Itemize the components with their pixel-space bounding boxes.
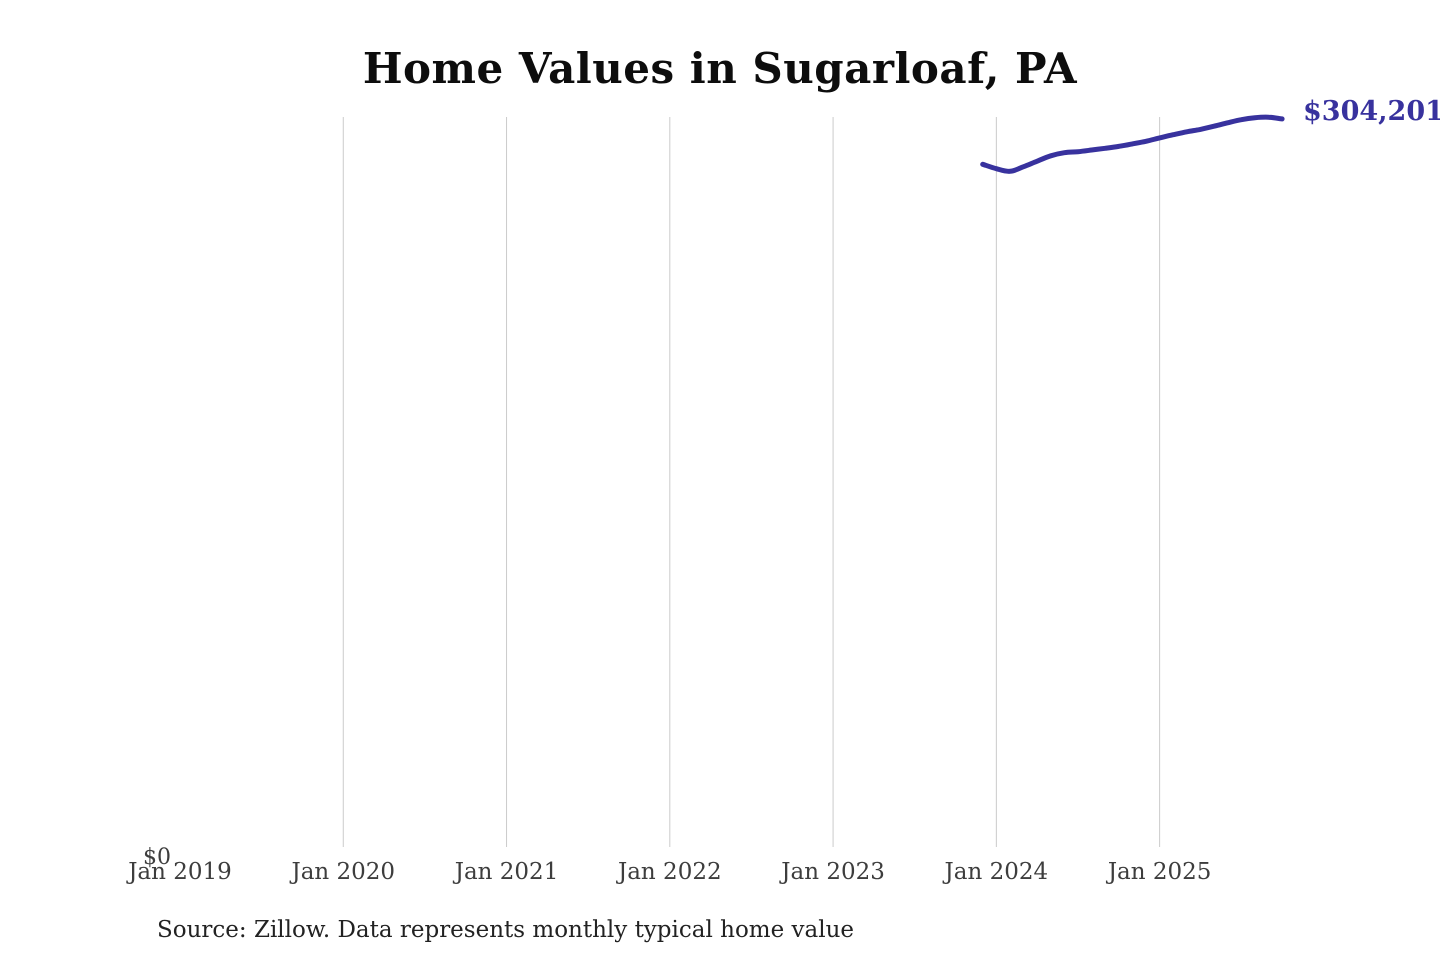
y-axis-zero-label: $0 (143, 845, 171, 870)
chart-title: Home Values in Sugarloaf, PA (362, 44, 1078, 93)
source-note: Source: Zillow. Data represents monthly … (157, 917, 855, 943)
x-tick-label: Jan 2024 (944, 859, 1049, 885)
x-tick-label: Jan 2019 (128, 859, 232, 885)
x-tick-label: Jan 2022 (618, 859, 722, 885)
x-tick-label: Jan 2021 (454, 859, 559, 885)
x-tick-label: Jan 2025 (1107, 859, 1212, 885)
home-value-line (980, 114, 1285, 174)
x-tick-label: Jan 2020 (291, 859, 396, 885)
x-tick-label: Jan 2023 (781, 859, 885, 885)
latest-value-label: $304,201 (1303, 96, 1440, 127)
